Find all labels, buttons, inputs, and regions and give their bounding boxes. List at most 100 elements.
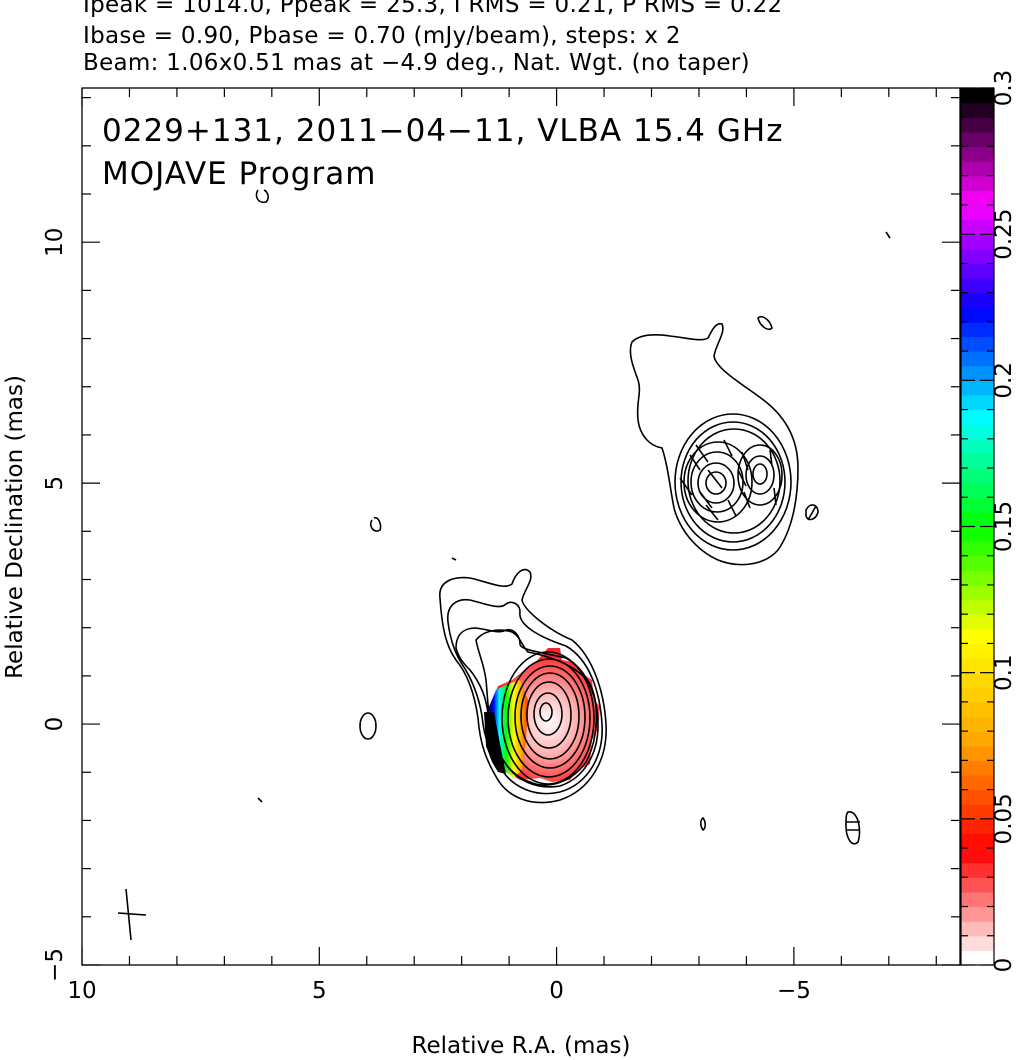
colorbar xyxy=(960,87,995,966)
colorbar-segment xyxy=(961,102,994,118)
jet-outer-contour xyxy=(629,322,799,566)
plot-frame xyxy=(81,87,961,966)
colorbar-segment xyxy=(961,935,994,951)
colorbar-segment xyxy=(961,278,994,294)
colorbar-segment xyxy=(961,848,994,864)
source-title: 0229+131, 2011−04−11, VLBA 15.4 GHz xyxy=(102,113,783,149)
colorbar-segment xyxy=(961,877,994,893)
noise-contour-7 xyxy=(885,231,891,239)
core-contour-4 xyxy=(475,629,598,786)
core-contour-5 xyxy=(501,651,595,785)
jet-contour-5 xyxy=(683,441,753,523)
header-stats-line: Ipeak = 1014.0, Ppeak = 25.3, I RMS = 0.… xyxy=(83,0,783,18)
y-tick-label: 5 xyxy=(42,476,68,491)
noise-contour-2 xyxy=(369,516,382,532)
colorbar-segment xyxy=(961,614,994,630)
colorbar-segment xyxy=(961,219,994,235)
header-beam-line: Beam: 1.06x0.51 mas at −4.9 deg., Nat. W… xyxy=(83,50,750,76)
jet-contour-3 xyxy=(680,421,786,543)
colorbar-segment xyxy=(961,307,994,323)
noise-contour-6 xyxy=(757,315,773,331)
colorbar-segment xyxy=(961,117,994,133)
y-tick-labels: −5 0 5 10 xyxy=(42,228,68,982)
core-contour-7 xyxy=(514,665,586,769)
core-contour-9 xyxy=(526,681,572,749)
colorbar-segment xyxy=(961,891,994,908)
colorbar-segment xyxy=(961,672,994,688)
colorbar-segment xyxy=(961,248,994,264)
intensity-contours xyxy=(255,189,891,845)
header-base-line: Ibase = 0.90, Pbase = 0.70 (mJy/beam), s… xyxy=(83,23,681,49)
colorbar-segment xyxy=(961,716,994,732)
colorbar-segment xyxy=(961,190,994,206)
colorbar-tick-label: 0.05 xyxy=(991,793,1017,844)
colorbar-segment xyxy=(961,468,994,484)
jet-contour-2 xyxy=(674,413,792,551)
x-tick-label: 0 xyxy=(549,978,564,1004)
colorbar-segment xyxy=(961,950,994,966)
colorbar-segment xyxy=(961,833,994,849)
jet-contour-9 xyxy=(737,444,783,506)
colorbar-tick-label: 0.25 xyxy=(991,209,1017,260)
noise-contour-9 xyxy=(699,816,707,832)
core-outer-contour xyxy=(439,568,607,804)
x-tick-label: −5 xyxy=(777,978,811,1004)
colorbar-segment xyxy=(961,745,994,761)
colorbar-segment xyxy=(961,146,994,162)
colorbar-segment xyxy=(961,731,994,747)
colorbar-segment xyxy=(961,818,994,835)
colorbar-segment xyxy=(961,88,994,104)
core-contour-6 xyxy=(507,658,591,778)
colorbar-segment xyxy=(961,453,994,469)
jet-polarization-vectors xyxy=(679,439,777,521)
colorbar-segment xyxy=(961,658,994,674)
jet-contour-4 xyxy=(687,428,781,534)
noise-contour-8 xyxy=(805,504,819,521)
jet-contour-7 xyxy=(697,462,735,504)
colorbar-segment xyxy=(961,921,994,937)
colorbar-segment xyxy=(961,584,994,601)
colorbar-segment xyxy=(961,497,994,513)
colorbar-segment xyxy=(961,774,994,791)
colorbar-segment xyxy=(961,804,994,820)
colorbar-segment xyxy=(961,336,994,352)
colorbar-tick-label: 0.3 xyxy=(991,70,1017,107)
x-tick-label: 5 xyxy=(312,978,327,1004)
colorbar-segment xyxy=(961,862,994,878)
colorbar-segment xyxy=(961,424,994,440)
colorbar-tick-label: 0.2 xyxy=(991,362,1017,399)
x-axis-label: Relative R.A. (mas) xyxy=(412,1033,631,1059)
colorbar-segment xyxy=(961,204,994,221)
colorbar-segment xyxy=(961,438,994,455)
y-tick-label: 10 xyxy=(42,228,68,257)
beam-cross xyxy=(117,888,147,941)
core-contour-2 xyxy=(446,598,603,795)
colorbar-segment xyxy=(961,760,994,776)
colorbar-segment xyxy=(961,555,994,571)
core-contour-10 xyxy=(533,692,563,736)
jet-contour-10 xyxy=(745,455,775,495)
colorbar-segment xyxy=(961,701,994,718)
jet-contour-8 xyxy=(705,471,727,495)
colorbar-segment xyxy=(961,541,994,557)
colorbar-tick-label: 0.15 xyxy=(991,501,1017,552)
jet-contour-6 xyxy=(690,451,744,513)
y-axis-label: Relative Declination (mas) xyxy=(2,375,28,679)
colorbar-segment xyxy=(961,234,994,250)
colorbar-tick-label: 0.1 xyxy=(991,654,1017,691)
colorbar-segment xyxy=(961,394,994,411)
colorbar-segment xyxy=(961,789,994,805)
colorbar-segment xyxy=(961,482,994,498)
noise-contour-3 xyxy=(359,712,377,740)
y-tick-label: 0 xyxy=(42,717,68,732)
colorbar-segment xyxy=(961,906,994,922)
colorbar-segment xyxy=(961,599,994,615)
noise-contour-1 xyxy=(255,189,269,204)
colorbar-segment xyxy=(961,175,994,191)
core-contour-8 xyxy=(520,672,580,760)
jet-contour-11 xyxy=(752,463,768,485)
core-contour-3 xyxy=(455,627,599,788)
colorbar-segment xyxy=(961,380,994,396)
noise-contour-4 xyxy=(257,797,263,803)
